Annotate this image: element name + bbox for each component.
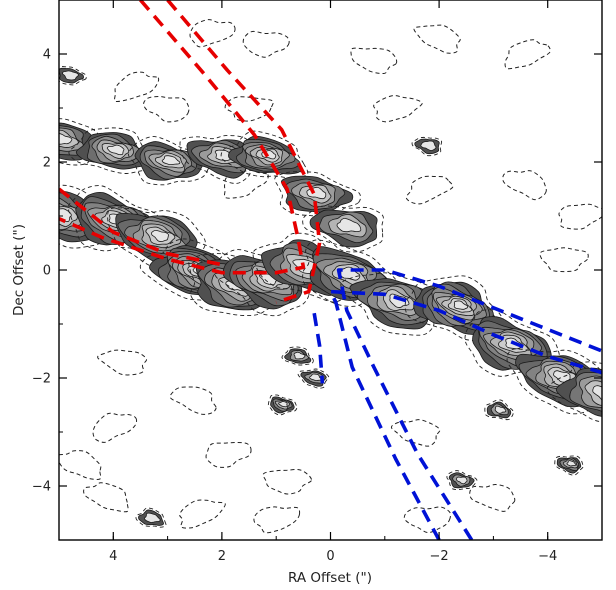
negative-contour bbox=[224, 96, 274, 122]
clump-contour bbox=[59, 65, 87, 86]
negative-contour bbox=[253, 506, 301, 534]
x-axis-label: RA Offset (") bbox=[288, 570, 372, 586]
y-tick-label: 0 bbox=[43, 264, 51, 279]
clump-contour bbox=[484, 399, 514, 421]
negative-contour bbox=[242, 30, 290, 58]
negative-contour bbox=[539, 247, 589, 273]
x-tick-label: −2 bbox=[430, 549, 449, 564]
overlay-line bbox=[166, 0, 322, 305]
negative-contour bbox=[390, 419, 441, 447]
clump-contour bbox=[297, 368, 330, 389]
ridge-contour bbox=[404, 275, 506, 342]
negative-contour bbox=[97, 349, 148, 376]
negative-contour bbox=[403, 506, 452, 534]
negative-contour bbox=[179, 499, 226, 529]
clump-contour bbox=[411, 136, 443, 157]
y-tick-label: 4 bbox=[43, 48, 51, 63]
ridge-contour bbox=[546, 361, 602, 423]
y-tick-label: 2 bbox=[43, 156, 51, 171]
overlay-line bbox=[328, 289, 602, 540]
clump-contour bbox=[554, 455, 584, 476]
negative-contour bbox=[502, 170, 547, 201]
emission-contours bbox=[59, 65, 602, 528]
clump-contour bbox=[267, 394, 298, 416]
overlay-line bbox=[312, 312, 325, 384]
overlay-line bbox=[336, 268, 602, 540]
x-tick-label: 4 bbox=[109, 549, 117, 564]
negative-contour bbox=[373, 95, 423, 123]
clump-contour bbox=[135, 507, 167, 528]
y-tick-label: −4 bbox=[32, 480, 51, 495]
clump-contour bbox=[281, 346, 314, 366]
arm-contour bbox=[68, 127, 158, 174]
negative-contour bbox=[205, 441, 252, 468]
negative-contour bbox=[469, 483, 516, 512]
negative-contour bbox=[350, 47, 398, 75]
negative-contours bbox=[59, 19, 602, 534]
y-axis-label: Dec Offset (") bbox=[11, 224, 27, 316]
negative-contour bbox=[92, 412, 138, 443]
y-axis: 4 2 0 −2 −4 bbox=[32, 0, 602, 541]
x-tick-label: −4 bbox=[538, 549, 557, 564]
negative-contour bbox=[405, 175, 454, 205]
negative-contour bbox=[169, 386, 217, 415]
clump-contour bbox=[446, 470, 478, 491]
y-tick-label: −2 bbox=[32, 372, 51, 387]
negative-contour bbox=[413, 24, 461, 54]
x-axis: 4 2 0 −2 −4 bbox=[58, 0, 603, 564]
overlay-line bbox=[59, 187, 223, 267]
arm-contour bbox=[302, 205, 384, 253]
negative-contour bbox=[262, 468, 313, 495]
overlay-lines bbox=[59, 0, 602, 540]
x-tick-label: 0 bbox=[326, 549, 334, 564]
negative-contour bbox=[504, 39, 551, 70]
x-tick-label: 2 bbox=[218, 549, 226, 564]
arm-contour bbox=[274, 171, 361, 218]
negative-contour bbox=[114, 71, 160, 103]
negative-contour bbox=[189, 19, 236, 48]
negative-contour bbox=[143, 95, 190, 123]
negative-contour bbox=[558, 203, 602, 230]
overlay-line bbox=[59, 0, 306, 275]
